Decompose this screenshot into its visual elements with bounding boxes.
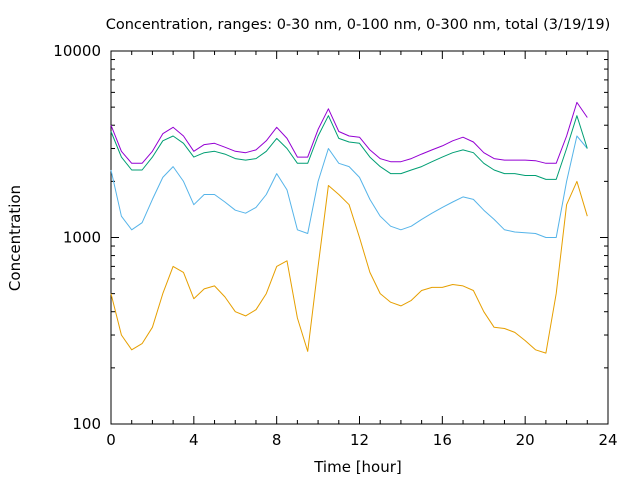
y-tick-label: 100 bbox=[72, 415, 101, 433]
x-axis-label: Time [hour] bbox=[313, 458, 402, 476]
axis-ticks: 0 4 8 12 16 20 24 100 1000 10000 bbox=[53, 42, 617, 449]
series-line-2 bbox=[110, 115, 588, 180]
x-tick-label: 20 bbox=[516, 431, 535, 449]
series-line-3 bbox=[110, 101, 588, 164]
x-tick-label: 4 bbox=[189, 431, 199, 449]
y-axis-label: Concentration bbox=[6, 185, 24, 291]
y-tick-label: 10000 bbox=[53, 42, 101, 60]
y-tick-label: 1000 bbox=[63, 229, 101, 247]
x-tick-label: 16 bbox=[433, 431, 452, 449]
series-line-0 bbox=[110, 180, 588, 354]
x-tick-label: 24 bbox=[598, 431, 617, 449]
series-layer bbox=[110, 101, 588, 354]
x-tick-label: 0 bbox=[106, 431, 116, 449]
series-line-1 bbox=[110, 135, 588, 238]
chart-title: Concentration, ranges: 0-30 nm, 0-100 nm… bbox=[106, 17, 611, 33]
x-tick-label: 8 bbox=[272, 431, 282, 449]
x-tick-label: 12 bbox=[350, 431, 369, 449]
